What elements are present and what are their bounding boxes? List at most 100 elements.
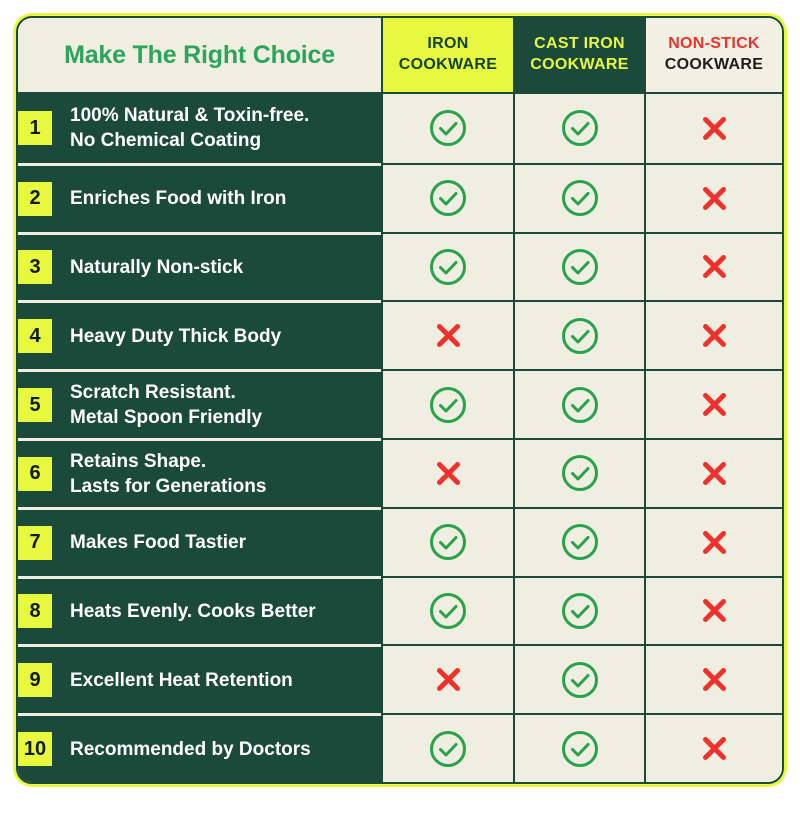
column-header-line: COOKWARE (398, 56, 498, 73)
cross-icon (702, 461, 726, 485)
feature-label: Retains Shape. Lasts for Generations (70, 450, 267, 497)
mark-check-cast-iron-row-7 (513, 506, 644, 576)
row-number-badge: 5 (18, 388, 52, 423)
check-circle-icon (561, 455, 598, 492)
feature-cell: 1 100% Natural & Toxin-free. No Chemical… (18, 94, 381, 163)
cross-icon (702, 668, 726, 692)
row-number-badge: 1 (18, 111, 52, 146)
feature-label: Makes Food Tastier (70, 532, 246, 554)
mark-cross-non-stick-row-6 (644, 438, 782, 507)
feature-label: 100% Natural & Toxin-free. No Chemical C… (70, 105, 310, 152)
row-number-badge: 8 (18, 594, 52, 629)
cross-icon (436, 324, 460, 348)
check-circle-icon (430, 110, 466, 147)
check-circle-icon (561, 592, 598, 629)
check-circle-icon (561, 524, 598, 561)
mark-check-cast-iron-row-8 (513, 575, 644, 645)
column-header-line: IRON (427, 35, 469, 53)
cross-icon (436, 461, 460, 485)
column-header-cast-iron-cookware: CAST IRON COOKWARE (513, 18, 644, 94)
mark-cross-non-stick-row-9 (644, 644, 782, 714)
feature-cell: 4 Heavy Duty Thick Body (18, 300, 381, 370)
row-number-badge: 10 (18, 732, 52, 767)
feature-label: Heats Evenly. Cooks Better (70, 600, 316, 622)
mark-cross-non-stick-row-3 (644, 231, 782, 301)
column-header-line: CAST IRON (534, 35, 625, 53)
row-number-badge: 2 (18, 181, 52, 216)
row-number-badge: 9 (18, 663, 52, 698)
feature-label: Recommended by Doctors (70, 738, 311, 760)
column-header-line: COOKWARE (530, 56, 629, 73)
check-circle-icon (561, 317, 598, 354)
cross-icon (702, 255, 726, 279)
column-header-line: NON-STICK (668, 35, 760, 53)
feature-label: Enriches Food with Iron (70, 188, 287, 210)
mark-check-cast-iron-row-1 (513, 94, 644, 163)
feature-cell: 7 Makes Food Tastier (18, 506, 381, 576)
mark-check-iron-row-7 (381, 506, 513, 576)
feature-label: Naturally Non-stick (70, 256, 244, 278)
mark-check-cast-iron-row-10 (513, 713, 644, 782)
feature-cell: 6 Retains Shape. Lasts for Generations (18, 438, 381, 507)
mark-check-cast-iron-row-5 (513, 369, 644, 438)
cross-icon (702, 530, 726, 554)
mark-cross-iron-row-4 (381, 300, 513, 370)
cross-icon (702, 324, 726, 348)
comparison-table: Make The Right Choice IRON COOKWARE CAST… (16, 16, 784, 784)
row-number-badge: 3 (18, 250, 52, 285)
feature-label: Heavy Duty Thick Body (70, 325, 282, 347)
check-circle-icon (561, 730, 598, 767)
mark-check-iron-row-1 (381, 94, 513, 163)
mark-cross-non-stick-row-7 (644, 506, 782, 576)
check-circle-icon (561, 386, 598, 423)
check-circle-icon (561, 180, 598, 217)
cross-icon (702, 393, 726, 417)
mark-check-iron-row-8 (381, 575, 513, 645)
row-number-badge: 4 (18, 319, 52, 354)
mark-check-cast-iron-row-4 (513, 300, 644, 370)
feature-cell: 2 Enriches Food with Iron (18, 162, 381, 232)
feature-cell: 10 Recommended by Doctors (18, 713, 381, 782)
mark-check-cast-iron-row-3 (513, 231, 644, 301)
feature-label: Scratch Resistant. Metal Spoon Friendly (70, 382, 263, 429)
mark-check-iron-row-3 (381, 231, 513, 301)
mark-cross-non-stick-row-2 (644, 162, 782, 232)
column-header-non-stick-cookware: NON-STICK COOKWARE (644, 18, 782, 94)
page-title: Make The Right Choice (64, 40, 335, 69)
mark-cross-iron-row-6 (381, 438, 513, 507)
mark-check-iron-row-2 (381, 162, 513, 232)
feature-label: Excellent Heat Retention (70, 669, 293, 691)
feature-cell: 3 Naturally Non-stick (18, 231, 381, 301)
table-header-title-cell: Make The Right Choice (18, 18, 381, 94)
column-header-line: COOKWARE (664, 56, 764, 73)
mark-check-cast-iron-row-6 (513, 438, 644, 507)
mark-cross-non-stick-row-8 (644, 575, 782, 645)
check-circle-icon (430, 386, 466, 423)
mark-check-cast-iron-row-2 (513, 162, 644, 232)
check-circle-icon (430, 248, 466, 285)
mark-cross-non-stick-row-4 (644, 300, 782, 370)
cross-icon (702, 599, 726, 623)
check-circle-icon (561, 661, 598, 698)
mark-cross-non-stick-row-10 (644, 713, 782, 782)
cross-icon (436, 668, 460, 692)
feature-cell: 9 Excellent Heat Retention (18, 644, 381, 714)
check-circle-icon (430, 730, 466, 767)
check-circle-icon (430, 524, 466, 561)
mark-cross-iron-row-9 (381, 644, 513, 714)
mark-check-iron-row-5 (381, 369, 513, 438)
cross-icon (702, 186, 726, 210)
row-number-badge: 7 (18, 525, 52, 560)
feature-cell: 5 Scratch Resistant. Metal Spoon Friendl… (18, 369, 381, 438)
mark-check-cast-iron-row-9 (513, 644, 644, 714)
check-circle-icon (561, 248, 598, 285)
check-circle-icon (430, 180, 466, 217)
column-header-iron-cookware: IRON COOKWARE (381, 18, 513, 94)
row-number-badge: 6 (18, 456, 52, 491)
feature-cell: 8 Heats Evenly. Cooks Better (18, 575, 381, 645)
cross-icon (702, 737, 726, 761)
check-circle-icon (430, 592, 466, 629)
check-circle-icon (561, 110, 598, 147)
mark-cross-non-stick-row-5 (644, 369, 782, 438)
mark-check-iron-row-10 (381, 713, 513, 782)
